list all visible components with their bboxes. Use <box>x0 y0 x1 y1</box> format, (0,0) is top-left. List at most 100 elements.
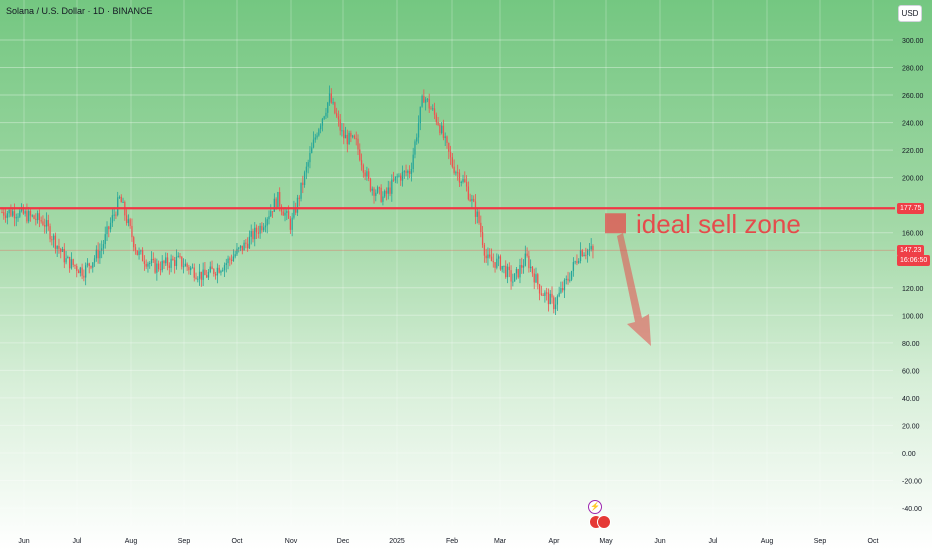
candle-body <box>494 262 496 268</box>
candle-body <box>229 258 231 260</box>
candle-body <box>521 265 523 268</box>
candle-body <box>446 136 448 143</box>
x-tick-label: Sep <box>814 538 827 545</box>
candle-body <box>207 272 210 278</box>
candle-body <box>537 274 539 285</box>
candle-body <box>12 211 14 216</box>
candle-body <box>462 179 464 182</box>
candle-body <box>109 222 112 230</box>
candle-body <box>289 218 292 230</box>
candle-body <box>405 171 407 173</box>
candle-body <box>510 270 512 282</box>
candle-body <box>496 258 498 268</box>
candle-body <box>246 243 249 249</box>
candle-body <box>31 215 33 217</box>
x-tick-label: Nov <box>285 538 298 545</box>
candle-body <box>56 245 58 249</box>
candle-body <box>403 171 405 173</box>
candle-body <box>254 227 256 240</box>
candle-body <box>255 227 258 233</box>
candle-body <box>133 237 135 248</box>
candle-body <box>13 211 16 219</box>
candle-body <box>387 187 389 194</box>
candle-body <box>284 212 286 216</box>
candle-body <box>469 199 471 201</box>
candle-body <box>430 108 432 110</box>
candle-body <box>451 157 453 167</box>
candle-body <box>458 172 461 183</box>
candle-body <box>444 136 446 138</box>
candle-body <box>95 249 97 259</box>
x-tick-label: Oct <box>868 538 879 545</box>
candle-body <box>327 102 329 113</box>
candle-body <box>579 250 582 261</box>
candle-body <box>29 210 32 216</box>
candle-body <box>214 273 217 276</box>
candle-body <box>140 250 142 252</box>
candle-body <box>483 245 486 256</box>
x-tick-label: Oct <box>232 538 243 545</box>
candle-body <box>38 213 41 221</box>
drawings-layer[interactable] <box>0 207 895 346</box>
x-tick-label: Jun <box>654 538 665 545</box>
candle-body <box>590 246 592 250</box>
candle-body <box>15 217 17 219</box>
candle-body <box>519 265 521 278</box>
y-tick-label: 120.00 <box>902 286 924 293</box>
candle-body <box>113 214 115 216</box>
candle-body <box>524 253 526 266</box>
candle-body <box>225 263 227 266</box>
candle-body <box>163 260 165 264</box>
candle-body <box>122 201 124 203</box>
candle-body <box>296 197 299 213</box>
candle-body <box>542 294 544 296</box>
candle-body <box>149 262 151 264</box>
sell-zone-box[interactable] <box>605 213 626 234</box>
candle-body <box>40 220 42 222</box>
lightning-event-icon[interactable]: ⚡ <box>588 500 602 514</box>
x-tick-label: Feb <box>446 538 458 545</box>
candle-body <box>168 265 170 268</box>
candle-body <box>211 266 213 270</box>
candle-body <box>4 215 7 218</box>
candle-body <box>85 265 87 278</box>
candle-body <box>213 269 215 274</box>
candle-body <box>97 249 99 259</box>
candle-body <box>392 179 395 181</box>
x-tick-label: May <box>599 538 613 545</box>
down-arrow[interactable] <box>617 233 651 346</box>
candle-body <box>198 271 201 279</box>
candle-body <box>118 196 121 198</box>
candle-body <box>47 220 49 227</box>
candle-body <box>360 160 363 166</box>
candle-body <box>325 112 327 117</box>
candle-body <box>150 258 153 263</box>
x-tick-label: Aug <box>125 538 138 545</box>
currency-button[interactable]: USD <box>898 5 922 22</box>
candle-body <box>371 188 373 191</box>
y-tick-label: 20.00 <box>902 423 920 430</box>
candle-body <box>68 256 71 269</box>
axes-layer[interactable]: 300.00 280.00 260.00 240.00 220.00 200.00 160.… <box>18 38 923 545</box>
candle-body <box>380 187 382 202</box>
candles-layer[interactable] <box>1 85 594 316</box>
sell-zone-annotation[interactable]: ideal sell zone <box>636 209 801 239</box>
candle-body <box>172 258 174 261</box>
candle-body <box>190 267 192 271</box>
x-tick-label: Mar <box>494 538 507 545</box>
candle-body <box>19 210 21 217</box>
candle-body <box>512 281 514 283</box>
candle-body <box>179 255 181 257</box>
candle-body <box>193 267 195 278</box>
candle-body <box>70 259 73 269</box>
candle-body <box>136 250 138 255</box>
candle-body <box>478 211 480 223</box>
candle-body <box>554 304 557 310</box>
y-tick-label: 240.00 <box>902 121 924 128</box>
candle-body <box>487 254 489 259</box>
candle-body <box>259 225 261 234</box>
candle-body <box>79 267 81 274</box>
us-flag-event-icon[interactable] <box>597 515 611 529</box>
